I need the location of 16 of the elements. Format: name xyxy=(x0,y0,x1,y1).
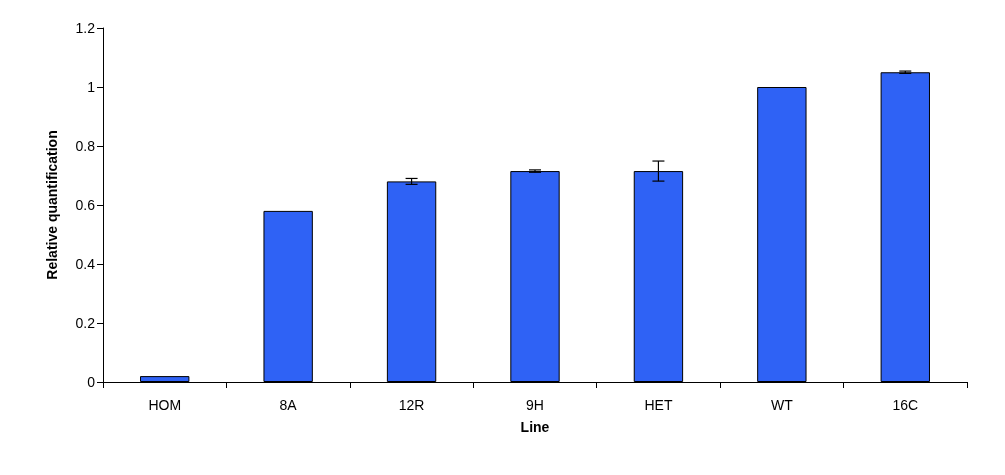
x-tick-label: 9H xyxy=(526,397,544,413)
y-tick-label: 0.2 xyxy=(75,315,96,331)
y-axis-title: Relative quantification xyxy=(44,130,60,280)
x-tick-label: 8A xyxy=(279,397,298,413)
y-tick-label: 0.4 xyxy=(75,256,96,272)
x-tick-label: WT xyxy=(770,397,794,413)
y-tick-label: 1.2 xyxy=(75,20,96,36)
x-tick-label: HET xyxy=(644,397,673,413)
x-axis-title: Line xyxy=(520,419,550,435)
x-tick-label: HOM xyxy=(148,397,182,413)
y-tick-label: 0 xyxy=(87,374,96,390)
y-tick-label: 1 xyxy=(87,79,96,95)
x-tick-label: 12R xyxy=(398,397,425,413)
y-tick-label: 0.6 xyxy=(75,197,96,213)
y-tick-label: 0.8 xyxy=(75,138,96,154)
x-tick-label: 16C xyxy=(892,397,919,413)
